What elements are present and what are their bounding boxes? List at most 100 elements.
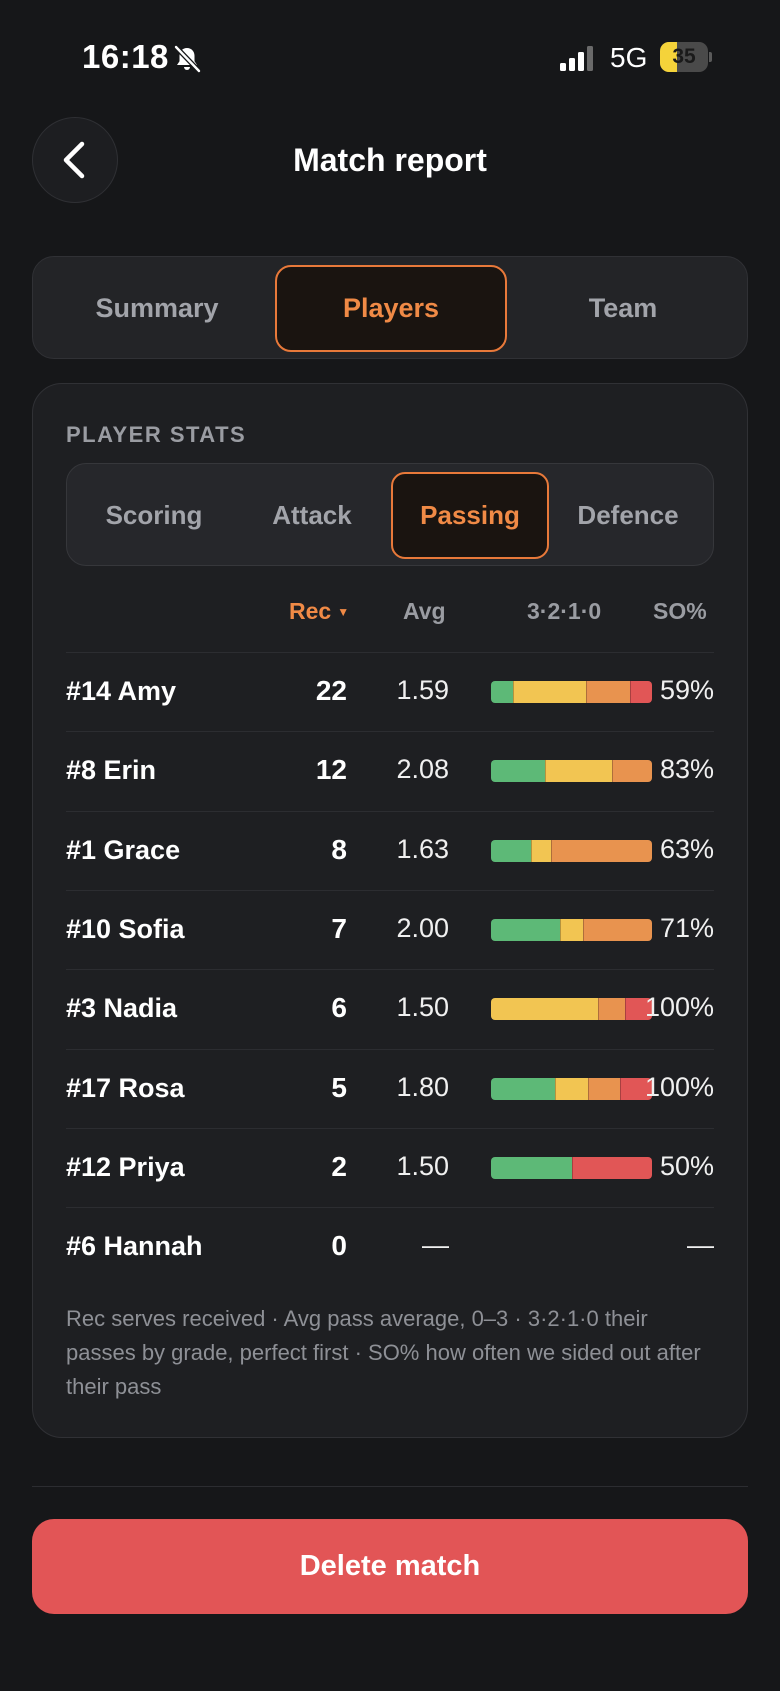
grade-3-segment [491,918,560,941]
subtab-scoring[interactable]: Scoring [105,500,203,530]
delete-match-button[interactable]: Delete match [32,1519,748,1614]
grade-2-segment [560,918,583,941]
rec-value: 8 [331,833,347,865]
cellular-signal-icon [560,46,593,71]
grade-0-segment [619,1077,652,1100]
grade-3-segment [491,1156,572,1179]
section-label: PLAYER STATS [66,422,247,447]
column-header-rec[interactable]: Rec ▼ [289,598,349,625]
grade-2-segment [555,1077,588,1100]
player-name: #17 Rosa [66,1072,185,1103]
player-name: #12 Priya [66,1151,185,1182]
rec-value: 7 [331,912,347,944]
so-percent: — [687,1230,714,1261]
so-percent: 100% [644,1071,714,1102]
player-stats-card: PLAYER STATS Scoring Attack Passing Defe… [32,383,748,1438]
player-row[interactable]: #3 Nadia 6 1.50 100% [66,969,714,1048]
player-row[interactable]: #14 Amy 22 1.59 59% [66,652,714,731]
stats-footnote: Rec serves received · Avg pass average, … [66,1306,701,1399]
rec-value: 2 [331,1150,347,1182]
grade-1-segment [583,918,652,941]
page-title: Match report [293,142,487,178]
chevron-left-icon [63,141,85,179]
avg-value: 2.08 [396,754,449,785]
grade-3-segment [491,760,545,783]
player-row[interactable]: #1 Grace 8 1.63 63% [66,810,714,890]
player-name: #6 Hannah [66,1231,203,1262]
grade-2-segment [491,998,599,1021]
avg-value: 1.63 [396,833,449,864]
column-header-so[interactable]: SO% [653,598,707,624]
avg-value: 1.80 [396,1071,449,1102]
battery-level [660,42,677,72]
rec-header-label: Rec [289,598,332,624]
grade-1-segment [611,760,652,783]
grade-distribution-bar [491,681,652,703]
stat-subtabs: Scoring Attack Passing Defence [66,463,714,566]
grade-1-segment [551,839,652,862]
bell-slash-icon [174,45,201,73]
grade-2-segment [512,681,587,703]
grade-distribution-bar [491,1077,652,1100]
avg-value: 2.00 [396,912,449,943]
subtab-defence[interactable]: Defence [577,500,679,530]
battery-percent: 35 [672,45,696,68]
rec-value: 6 [331,992,347,1024]
subtab-attack[interactable]: Attack [272,500,352,530]
player-name: #14 Amy [66,676,177,706]
column-header-grades[interactable]: 3·2·1·0 [527,598,602,624]
avg-value: 1.50 [396,1150,449,1181]
battery-icon: 35 [660,42,712,72]
rec-value: 12 [315,754,347,786]
avg-value: 1.59 [396,675,449,705]
so-percent: 50% [659,1150,714,1181]
subtab-passing[interactable]: Passing [391,472,549,559]
avg-value: 1.50 [396,992,449,1023]
grade-distribution-bar [491,839,652,862]
so-percent: 63% [659,833,714,864]
so-percent: 59% [659,675,714,705]
divider [32,1486,748,1487]
player-name: #8 Erin [66,755,157,786]
tab-summary[interactable]: Summary [95,293,219,323]
column-header-avg[interactable]: Avg [403,598,446,624]
so-percent: 100% [644,992,714,1023]
grade-0-segment [571,1156,652,1179]
player-row[interactable]: #12 Priya 2 1.50 50% [66,1127,714,1207]
rec-value: 5 [331,1071,347,1103]
player-row[interactable]: #8 Erin 12 2.08 83% [66,731,714,810]
status-time: 16:18 [82,38,169,75]
player-row[interactable]: #10 Sofia 7 2.00 71% [66,889,714,969]
sort-descending-icon: ▼ [337,605,350,619]
grade-1-segment [586,681,631,703]
grade-distribution-bar [491,760,652,783]
grade-distribution-bar [491,998,652,1021]
grade-distribution-bar [491,1156,652,1179]
network-type: 5G [610,42,648,73]
grade-distribution-bar [491,918,652,941]
grade-0-segment [630,681,652,703]
tab-players[interactable]: Players [275,265,507,352]
grade-1-segment [598,998,626,1021]
player-name: #3 Nadia [66,993,178,1024]
player-row[interactable]: #6 Hannah 0 — — [66,1207,714,1286]
so-percent: 83% [659,754,714,785]
grade-3-segment [491,1077,556,1100]
grade-1-segment [587,1077,620,1100]
so-percent: 71% [659,912,714,943]
grade-0-segment [625,998,652,1021]
grade-3-segment [491,681,513,703]
player-name: #1 Grace [66,834,181,865]
grade-3-segment [491,839,532,862]
grade-2-segment [531,839,552,862]
player-row[interactable]: #17 Rosa 5 1.80 100% [66,1048,714,1128]
player-name: #10 Sofia [66,913,185,944]
rec-value: 0 [331,1230,347,1262]
rec-value: 22 [315,675,347,706]
tab-team[interactable]: Team [588,293,658,323]
avg-value: — [422,1230,449,1261]
grade-2-segment [544,760,612,783]
back-button[interactable] [32,117,118,203]
status-bar: 16:18 5G 35 [0,0,780,110]
main-tabs: Summary Players Team [32,256,748,359]
